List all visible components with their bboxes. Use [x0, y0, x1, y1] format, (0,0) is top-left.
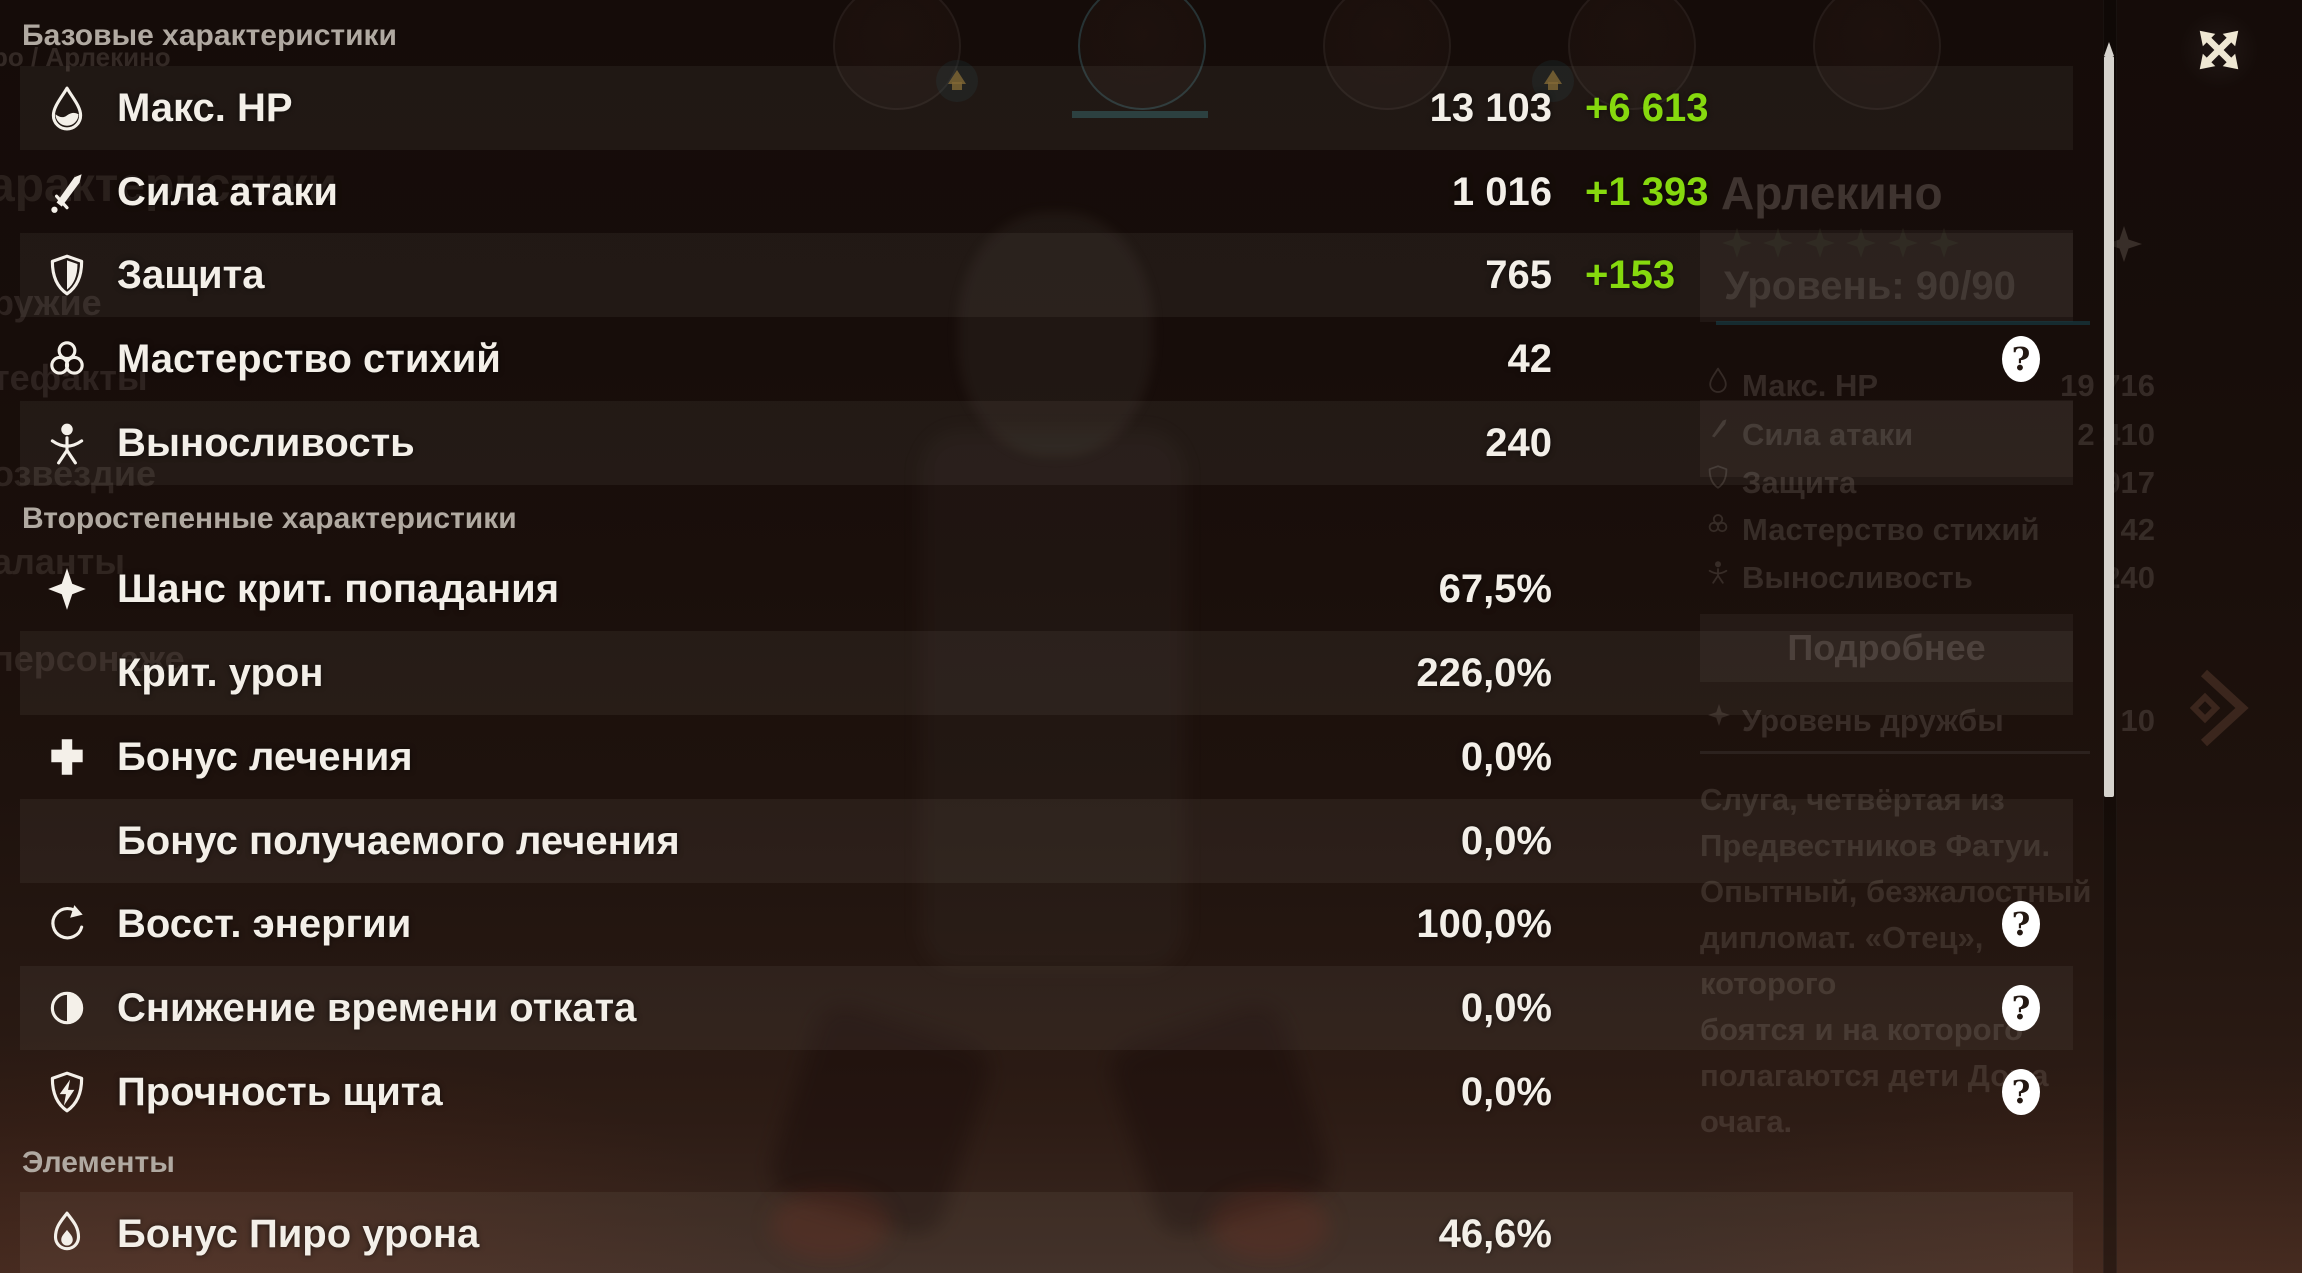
level-box: [1700, 230, 2073, 322]
crit-rate-icon: [46, 566, 88, 612]
party-avatar: [833, 0, 961, 110]
stat-row-crit-dmg: Крит. урон 226,0%: [20, 631, 2073, 715]
element-sparkle-icon: [2106, 226, 2142, 262]
pyro-bonus-icon: [46, 1210, 88, 1256]
stat-value: 100,0%: [1416, 902, 1552, 946]
shield-strength-icon: [46, 1069, 88, 1115]
cooldown-reduction-icon: [46, 985, 88, 1031]
close-button[interactable]: [2179, 10, 2259, 90]
stat-row-crit-rate: Шанс крит. попадания 67,5%: [20, 547, 2073, 631]
stat-row-stamina: Выносливость 240: [20, 401, 2073, 485]
stat-value: 0,0%: [1460, 735, 1552, 779]
stat-label: Шанс крит. попадания: [117, 567, 560, 611]
stat-row-energy-recharge: Восст. энергии 100,0% ?: [20, 882, 2073, 966]
defense-shield-icon: [1706, 463, 1730, 491]
stat-row-shield-strength: Прочность щита 0,0% ?: [20, 1050, 2073, 1134]
section-header-secondary: Второстепенные характеристики: [22, 502, 517, 535]
stat-label: Сила атаки: [117, 170, 338, 214]
stat-label: Макс. HP: [117, 86, 293, 130]
party-avatar: [1568, 0, 1696, 110]
stat-value: 765: [1485, 253, 1552, 297]
stat-value: 13 103: [1429, 86, 1552, 130]
stat-value: 1 016: [1451, 170, 1552, 214]
stat-value: 226,0%: [1416, 651, 1552, 695]
teal-divider: [1716, 321, 2090, 325]
party-avatar: [1813, 0, 1941, 110]
next-page-chevron-icon: [2190, 669, 2249, 747]
ghost-stat-value: 42: [2120, 512, 2155, 547]
party-avatar: [1323, 0, 1451, 110]
scrollbar-thumb-tip: [2104, 42, 2114, 56]
stamina-icon: [1706, 558, 1730, 586]
stat-row-healing-bonus: Бонус лечения 0,0%: [20, 715, 2073, 799]
section-header-elements: Элементы: [22, 1146, 175, 1179]
help-icon[interactable]: ?: [2002, 901, 2040, 947]
friendship-value: 10: [2120, 703, 2155, 738]
stat-bonus: +153: [1585, 253, 1676, 297]
hp-drop-icon: [1706, 366, 1730, 394]
selected-avatar-underline: [1072, 111, 1208, 118]
elemental-mastery-icon: [46, 336, 88, 382]
section-header-basic: Базовые характеристики: [22, 19, 397, 52]
stat-value: 0,0%: [1460, 819, 1552, 863]
stat-value: 240: [1485, 421, 1552, 465]
ghost-stat-band: [1700, 400, 2073, 477]
stat-value: 46,6%: [1438, 1212, 1552, 1256]
stat-value: 42: [1507, 337, 1553, 381]
character-art-hair: [958, 212, 1153, 457]
stat-label: Защита: [117, 253, 265, 297]
help-icon[interactable]: ?: [2002, 985, 2040, 1031]
stat-value: 67,5%: [1438, 567, 1552, 611]
character-art-body: [920, 430, 1185, 970]
stat-label: Мастерство стихий: [117, 337, 501, 381]
stat-label: Бонус получаемого лечения: [117, 819, 680, 863]
character-art-red-trim-right: [1210, 1190, 1330, 1260]
stat-label: Крит. урон: [117, 651, 324, 695]
level-up-arrow-badge: [1532, 60, 1574, 102]
stat-label: Прочность щита: [117, 1070, 443, 1114]
energy-recharge-icon: [46, 901, 88, 947]
elemental-mastery-icon: [1706, 510, 1730, 538]
ghost-stat-label: Мастерство стихий: [1742, 512, 2040, 547]
rarity-stars: [1722, 228, 1966, 263]
defense-shield-icon: [46, 252, 88, 298]
stat-row-pyro-bonus: Бонус Пиро урона 46,6%: [20, 1192, 2073, 1273]
hp-drop-icon: [46, 85, 88, 131]
stat-value: 0,0%: [1460, 986, 1552, 1030]
scrollbar-thumb[interactable]: [2104, 56, 2114, 797]
stat-value: 0,0%: [1460, 1070, 1552, 1114]
attack-sword-icon: [1706, 415, 1730, 443]
panel-divider: [1700, 751, 2090, 754]
healing-bonus-icon: [46, 734, 88, 780]
stat-row-cooldown-reduction: Снижение времени отката 0,0% ?: [20, 966, 2073, 1050]
level-up-arrow-badge: [936, 60, 978, 102]
stat-label: Снижение времени отката: [117, 986, 637, 1030]
stat-label: Восст. энергии: [117, 902, 412, 946]
friendship-icon: [1708, 702, 1730, 728]
stat-row-incoming-healing: Бонус получаемого лечения 0,0%: [20, 799, 2073, 883]
party-avatar-selected: [1078, 0, 1206, 110]
stat-bonus: +1 393: [1585, 170, 1709, 214]
stat-row-def: Защита 765 +153: [20, 233, 2073, 317]
stat-row-max-hp: Макс. HP 13 103 +6 613: [20, 66, 2073, 150]
stamina-icon: [46, 420, 88, 466]
help-icon[interactable]: ?: [2002, 1069, 2040, 1115]
attack-sword-icon: [46, 169, 88, 215]
close-icon: [2199, 30, 2239, 70]
stat-label: Бонус лечения: [117, 735, 413, 779]
stat-row-elemental-mastery: Мастерство стихий 42 ?: [20, 317, 2073, 401]
help-icon[interactable]: ?: [2002, 336, 2040, 382]
stat-label: Выносливость: [117, 421, 415, 465]
character-art-red-trim-left: [770, 1190, 890, 1260]
stat-row-atk: Сила атаки 1 016 +1 393: [20, 150, 2073, 234]
stat-label: Бонус Пиро урона: [117, 1212, 480, 1256]
stat-bonus: +6 613: [1585, 86, 1709, 130]
